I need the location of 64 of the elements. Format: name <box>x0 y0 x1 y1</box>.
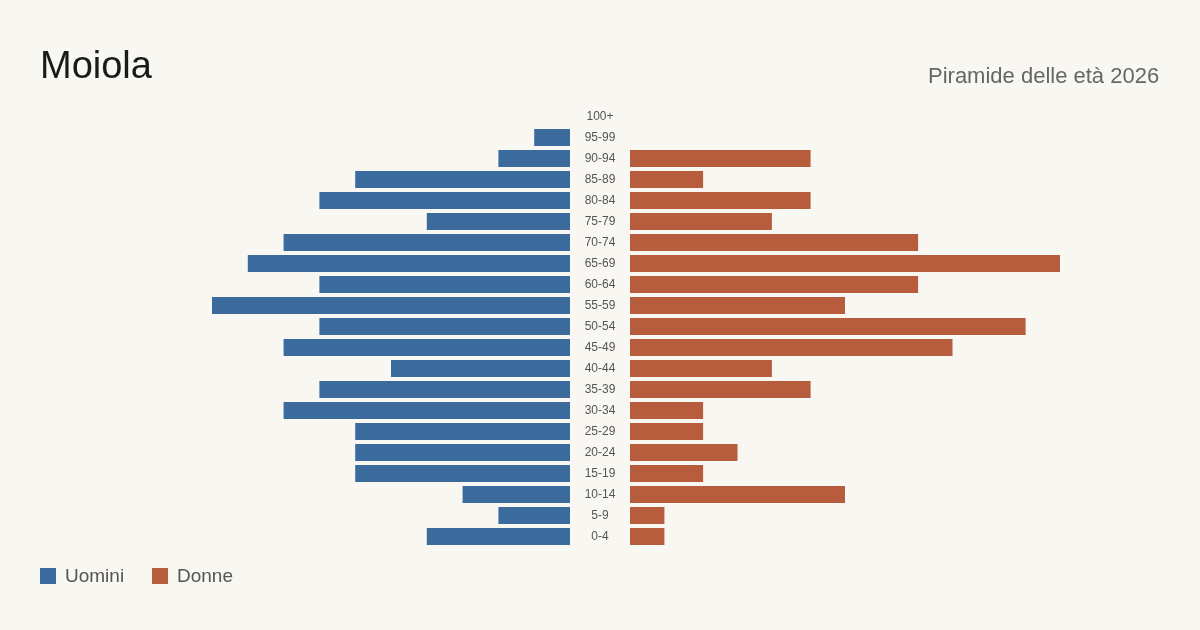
bar <box>426 528 570 545</box>
bar <box>355 465 570 482</box>
bar <box>630 360 772 377</box>
bar <box>630 486 845 503</box>
bar <box>630 444 738 461</box>
y-tick-label: 60-64 <box>584 276 616 291</box>
bar <box>319 381 570 398</box>
bar <box>630 507 665 524</box>
bar <box>630 192 811 209</box>
bar <box>355 171 570 188</box>
y-tick-label: 55-59 <box>584 297 616 312</box>
legend-label: Uomini <box>65 565 125 587</box>
y-tick-label: 40-44 <box>584 360 616 375</box>
y-tick-label: 75-79 <box>584 213 616 228</box>
bar <box>630 234 919 251</box>
y-tick-label: 65-69 <box>584 255 616 270</box>
bar <box>630 213 772 230</box>
y-tick-label: 100+ <box>586 108 614 123</box>
bar <box>319 318 570 335</box>
bar <box>462 486 570 503</box>
bar <box>630 171 704 188</box>
y-tick-label: 25-29 <box>584 423 616 438</box>
y-tick-label: 90-94 <box>584 150 616 165</box>
bar <box>319 192 570 209</box>
bar <box>630 465 704 482</box>
legend-label: Donne <box>177 565 233 587</box>
y-tick-label: 85-89 <box>584 171 616 186</box>
y-tick-label: 70-74 <box>584 234 616 249</box>
y-tick-label: 35-39 <box>584 381 616 396</box>
y-tick-label: 45-49 <box>584 339 616 354</box>
chart-title: Moiola <box>40 44 152 87</box>
chart-subtitle: Piramide delle età 2026 <box>928 63 1160 89</box>
y-tick-label: 5-9 <box>591 507 609 522</box>
bar <box>212 297 570 314</box>
bar <box>283 234 570 251</box>
y-tick-label: 10-14 <box>584 486 616 501</box>
bar <box>630 402 704 419</box>
bar <box>247 255 570 272</box>
bar <box>319 276 570 293</box>
bar <box>630 381 811 398</box>
y-tick-label: 0-4 <box>591 528 609 543</box>
bar <box>630 318 1026 335</box>
bar <box>630 255 1060 272</box>
bar <box>534 129 570 146</box>
bar <box>283 339 570 356</box>
bar <box>355 444 570 461</box>
y-tick-label: 20-24 <box>584 444 616 459</box>
bar <box>391 360 570 377</box>
y-tick-label: 50-54 <box>584 318 616 333</box>
y-tick-label: 95-99 <box>584 129 616 144</box>
y-tick-label: 80-84 <box>584 192 616 207</box>
bar <box>630 423 704 440</box>
bar <box>630 276 919 293</box>
bar <box>498 507 570 524</box>
bar <box>630 528 665 545</box>
bar <box>630 339 953 356</box>
y-tick-label: 15-19 <box>584 465 616 480</box>
bar <box>498 150 570 167</box>
bar <box>630 150 811 167</box>
bar <box>283 402 570 419</box>
y-tick-label: 30-34 <box>584 402 616 417</box>
bar <box>426 213 570 230</box>
bar <box>630 297 845 314</box>
bar <box>355 423 570 440</box>
